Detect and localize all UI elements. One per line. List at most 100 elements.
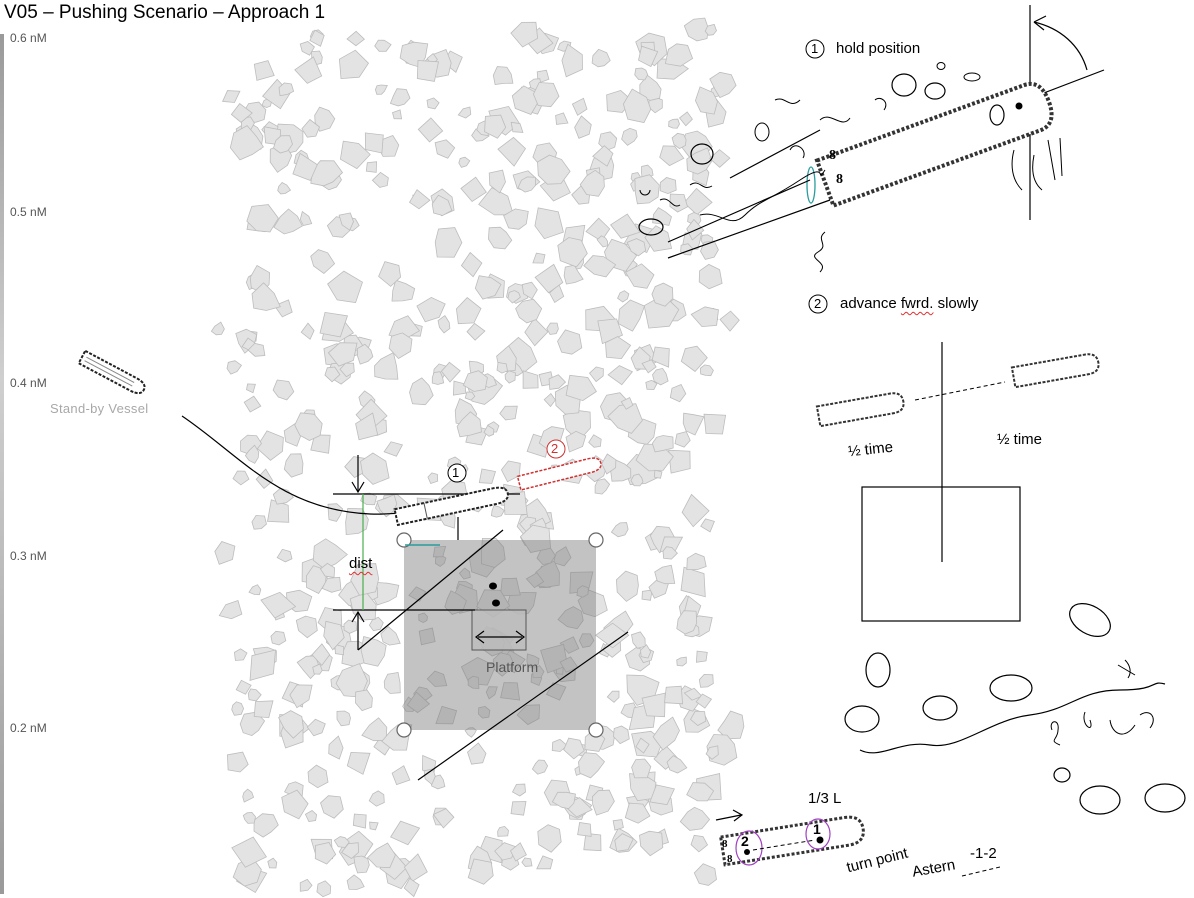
platform-leg [588,532,604,548]
ice-floe [426,97,440,110]
ice-floe [483,424,495,437]
ice-floe [292,152,318,182]
astern-code: -1-2 [970,845,997,862]
ice-floe [490,504,505,518]
ice-floe [610,522,629,538]
ice-floe [462,370,488,392]
ice-floe [653,469,663,479]
ice-floe [304,810,318,822]
turn-point-sketch [715,809,1001,877]
ice-floe [641,589,653,601]
marker-2-ring [735,830,763,866]
ice-floe [435,705,458,725]
ice-floe [260,591,297,619]
ice-floe [374,352,399,380]
ice-floe [492,66,514,85]
ice-edge-line [357,529,504,651]
ice-floe [631,631,646,649]
scale-label: 0.6 nM [10,31,47,45]
ice-floe [431,371,445,385]
ice-floe [537,154,571,185]
ice-floe [669,383,687,403]
ice-floe [504,370,516,384]
ice-floe [704,23,717,36]
ice-floe [273,208,303,235]
ice-floe [423,768,436,786]
ice-floe [300,322,315,340]
ice-floe [487,226,513,250]
ice-floe [255,430,284,461]
ice-floe [294,412,323,441]
ice-floe [231,836,267,868]
ice-floe [652,367,669,386]
ice-floe [360,636,387,667]
ice-floe [631,758,652,779]
ice-floe [371,171,389,188]
ice-floe [467,858,494,885]
ice-floe [389,88,411,107]
ice-floe [645,379,658,391]
prop-mark: 8 [727,853,733,865]
ice-floe [456,411,482,438]
ice-floe [346,874,365,890]
ice-floe [214,541,236,565]
ice-floe [705,745,719,760]
ice-floe [651,435,674,453]
ice-floe [248,584,262,596]
ice-floe [247,688,262,702]
ice-floe [360,492,378,506]
ice-floe [222,90,241,103]
ice-floe [695,650,708,663]
prop-mark: 8 [836,172,843,187]
ice-floe [478,468,497,484]
vessel-position-1 [393,486,509,527]
scale-label: 0.2 nM [10,721,47,735]
ice-floe [247,342,266,357]
ice-floe [267,857,278,869]
platform [396,532,604,738]
ice-floe [210,321,225,336]
ice-floe [634,174,660,205]
ice-floe [548,283,565,303]
ice-floe [417,117,444,143]
platform-leg [588,722,604,738]
ice-floe [251,515,267,530]
ice-floe [232,470,250,486]
ice-floe [565,430,587,453]
ice-floe [323,620,345,651]
ice-floe [598,131,618,152]
ice-floe [320,795,344,819]
scale-bar [0,34,4,894]
ice-floe [499,405,518,421]
ice-floe [507,290,521,304]
ice-floe [242,788,255,803]
ice-floe [310,434,331,454]
ice-floe [406,691,431,714]
ice-floe [510,801,527,816]
ice-floe [311,643,331,667]
ice-floe [601,453,617,475]
ice-floe [669,193,688,213]
ice-floe [299,210,313,226]
ice-floe [659,177,677,195]
ice-floe [327,503,344,522]
ice-floe [383,441,403,457]
ice-floe [682,412,705,436]
ice-floe [622,88,652,124]
ice-floe [552,546,572,567]
ice-floe [510,21,539,48]
ice-floe [719,310,740,332]
ice-floe [283,453,304,478]
ice-floe [534,263,564,294]
position-1-number: 1 [452,465,460,480]
ice-floe [680,566,706,598]
ice-floe [517,176,536,193]
platform-leg [396,722,412,738]
ice-floe [662,546,678,560]
ice-floe [460,176,487,203]
ice-floe [270,630,287,646]
ice-floe [328,735,344,760]
ice-floe [546,322,559,335]
ice-floe [678,111,693,127]
ice-floe [534,207,564,240]
